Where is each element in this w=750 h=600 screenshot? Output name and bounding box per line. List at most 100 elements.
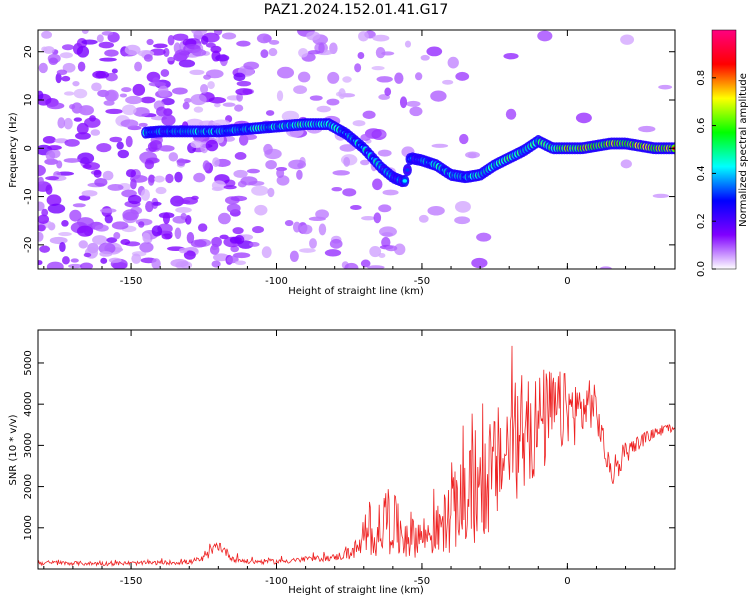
heatmap-cell — [153, 43, 168, 49]
heatmap-cell — [38, 176, 44, 185]
heatmap-cell — [73, 88, 88, 99]
heatmap-cell — [83, 252, 92, 258]
heatmap-cell — [331, 187, 343, 192]
colorbar-tick-label: 0.2 — [696, 213, 707, 229]
spectrogram-x-label: Height of straight line (km) — [288, 286, 424, 297]
heatmap-cell — [63, 91, 75, 96]
snr-frame — [37, 329, 676, 570]
heatmap-cell — [47, 145, 62, 151]
heatmap-cell — [202, 160, 211, 171]
heatmap-cell — [246, 168, 260, 174]
heatmap-cell — [318, 223, 327, 236]
heatmap-cell — [360, 159, 370, 166]
y-tick-label: -10 — [23, 188, 34, 204]
heatmap-cell — [362, 110, 376, 120]
heatmap-cell — [338, 88, 346, 100]
heatmap-cell — [59, 241, 66, 253]
heatmap-cell — [38, 260, 43, 266]
heatmap-cell — [45, 176, 59, 181]
heatmap-cell — [503, 52, 519, 60]
heatmap-cell — [289, 250, 299, 262]
heatmap-cell — [107, 183, 124, 191]
y-tick-label: 2000 — [23, 474, 34, 499]
heatmap-cell — [180, 212, 187, 220]
heatmap-cell — [193, 172, 206, 183]
heatmap-cell — [100, 257, 108, 264]
colorbar-label: Normalized spectral amplitude — [738, 73, 749, 227]
heatmap-cell — [174, 171, 183, 183]
heatmap-cell — [140, 96, 156, 104]
heatmap-cell — [90, 129, 101, 136]
x-tick-label: -50 — [414, 576, 430, 587]
heatmap-cell — [212, 253, 230, 262]
heatmap-cell — [599, 266, 612, 269]
heatmap-cell — [172, 33, 189, 41]
heatmap-cell — [191, 30, 208, 36]
heatmap-cell — [205, 42, 216, 48]
heatmap-cell — [155, 186, 167, 195]
heatmap-cell — [203, 74, 212, 80]
y-tick-label: 0 — [23, 145, 34, 151]
heatmap-cell — [156, 106, 167, 117]
heatmap-cell — [99, 57, 117, 62]
heatmap-cell — [111, 68, 118, 74]
heatmap-cell — [360, 133, 371, 141]
heatmap-cell — [638, 125, 656, 133]
heatmap-cell — [233, 72, 246, 82]
figure-title: PAZ1.2024.152.01.41.G17 — [264, 2, 449, 18]
heatmap-cell — [76, 122, 89, 135]
heatmap-cell — [213, 102, 221, 108]
heatmap-cell — [42, 136, 56, 144]
heatmap-cell — [307, 50, 321, 55]
heatmap-cell — [190, 239, 207, 248]
snr-series-line — [38, 345, 675, 567]
y-tick-label: 4000 — [23, 391, 34, 416]
heatmap-cell — [212, 157, 220, 168]
heatmap-cell — [222, 102, 236, 107]
heatmap-cell — [81, 39, 98, 45]
heatmap-cell — [142, 232, 151, 243]
snr-y-ticks: 1000 2000 3000 4000 5000 — [23, 350, 675, 541]
colorbar-tick-label: 0.4 — [696, 165, 707, 181]
heatmap-cell — [357, 52, 365, 60]
heatmap-cell — [94, 224, 109, 232]
heatmap-cell — [161, 233, 173, 240]
heatmap-cell — [108, 257, 122, 263]
heatmap-cell — [251, 185, 269, 196]
heatmap-cell — [420, 54, 430, 61]
heatmap-cell — [230, 195, 248, 202]
heatmap-cell — [360, 259, 371, 268]
heatmap-cell — [61, 75, 71, 82]
heatmap-cell — [56, 160, 63, 169]
heatmap-cell — [41, 208, 49, 217]
heatmap-cell — [92, 235, 108, 245]
heatmap-cell — [652, 193, 670, 199]
heatmap-cell — [84, 117, 101, 128]
heatmap-cell — [146, 38, 154, 46]
heatmap-cell — [78, 107, 87, 114]
heatmap-cell — [104, 89, 119, 102]
heatmap-cell — [208, 97, 227, 104]
heatmap-cell — [324, 249, 342, 257]
heatmap-cell — [171, 87, 188, 95]
heatmap-cell — [236, 80, 252, 87]
heatmap-cell — [226, 203, 241, 213]
heatmap-cell — [378, 204, 392, 213]
snr-y-label: SNR (10 * v/v) — [8, 414, 19, 485]
heatmap-cell — [223, 185, 237, 190]
heatmap-cell — [211, 236, 222, 248]
heatmap-cell — [217, 212, 231, 225]
heatmap-cell — [178, 247, 188, 254]
heatmap-cell — [58, 231, 72, 237]
heatmap-cell — [98, 242, 116, 255]
heatmap-cell — [170, 258, 189, 268]
heatmap-cell — [162, 212, 171, 225]
heatmap-cell — [210, 45, 222, 54]
heatmap-cell — [111, 221, 129, 230]
heatmap-cell — [39, 245, 51, 253]
heatmap-cell — [153, 175, 165, 183]
heatmap-cell — [415, 72, 423, 81]
heatmap-cell — [350, 204, 362, 210]
heatmap-cell — [62, 256, 70, 265]
heatmap-cell — [78, 195, 91, 201]
